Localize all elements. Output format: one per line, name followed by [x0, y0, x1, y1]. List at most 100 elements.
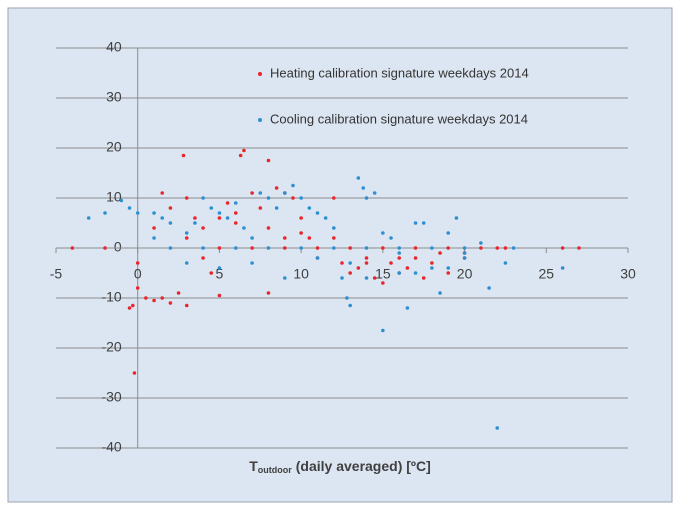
point	[462, 256, 467, 260]
point	[201, 226, 205, 230]
point	[103, 246, 107, 250]
point	[381, 281, 385, 285]
point	[201, 246, 205, 250]
point	[299, 246, 303, 250]
point	[405, 306, 410, 310]
point	[299, 216, 303, 220]
point	[479, 246, 483, 250]
point	[283, 236, 287, 240]
point	[389, 261, 393, 265]
point	[184, 261, 189, 265]
point	[127, 206, 132, 210]
point	[201, 256, 205, 260]
point	[233, 221, 238, 225]
point	[372, 276, 377, 280]
point	[307, 206, 312, 210]
point	[495, 426, 500, 430]
point	[233, 201, 238, 205]
point	[438, 291, 442, 295]
point	[503, 261, 508, 265]
point	[258, 191, 263, 195]
point	[181, 153, 186, 158]
point	[479, 241, 483, 245]
y-tick-label: 30	[106, 89, 122, 105]
point	[560, 266, 565, 270]
point	[430, 261, 434, 265]
point	[372, 191, 377, 195]
point	[176, 291, 181, 295]
point	[242, 226, 246, 230]
x-axis-label: Toutdoor (daily averaged) [ºC]	[249, 458, 431, 476]
point	[397, 271, 402, 275]
point	[193, 216, 197, 220]
point	[413, 221, 418, 225]
point	[217, 293, 222, 298]
point	[332, 236, 336, 240]
x-tick-label: 0	[134, 266, 142, 282]
point	[446, 231, 451, 235]
point	[238, 153, 243, 158]
x-tick-label: 15	[375, 266, 391, 282]
point	[160, 216, 165, 220]
point	[135, 286, 140, 290]
point	[348, 271, 352, 275]
x-tick-label: 25	[538, 266, 554, 282]
point	[86, 216, 91, 220]
point	[291, 196, 295, 200]
y-tick-label: 0	[114, 239, 122, 255]
point	[421, 276, 426, 280]
point	[560, 246, 565, 250]
legend-label: Heating calibration signature weekdays 2…	[270, 65, 529, 80]
point	[421, 221, 426, 225]
point	[168, 206, 173, 210]
point	[250, 261, 254, 265]
legend-marker	[258, 72, 262, 76]
point	[361, 186, 366, 190]
point	[315, 211, 320, 215]
point	[364, 276, 369, 280]
point	[193, 221, 197, 225]
point	[152, 236, 156, 240]
point	[119, 198, 124, 203]
point	[168, 246, 173, 250]
point	[332, 246, 336, 250]
point	[160, 191, 165, 195]
point	[283, 276, 287, 280]
x-tick-label: 10	[293, 266, 309, 282]
point	[405, 266, 410, 270]
point	[283, 246, 287, 250]
point	[168, 221, 173, 225]
point	[283, 191, 287, 195]
point	[266, 291, 271, 295]
point	[430, 246, 434, 250]
point	[389, 236, 393, 240]
point	[413, 246, 418, 250]
x-label-sub: outdoor	[258, 465, 292, 475]
point	[340, 261, 344, 265]
y-tick-label: -40	[101, 439, 121, 455]
point	[201, 196, 205, 200]
point	[364, 196, 369, 200]
point	[356, 266, 361, 270]
point	[266, 246, 271, 250]
point	[577, 246, 581, 250]
point	[511, 246, 516, 250]
point	[364, 256, 369, 260]
point	[315, 256, 320, 260]
point	[242, 148, 246, 153]
point	[152, 298, 156, 303]
point	[209, 271, 214, 275]
point	[495, 246, 500, 250]
points	[70, 148, 581, 430]
point	[266, 226, 271, 230]
point	[397, 246, 402, 250]
point	[438, 251, 442, 255]
point	[184, 196, 189, 200]
point	[250, 191, 254, 195]
point	[135, 211, 140, 215]
point	[250, 236, 254, 240]
point	[356, 176, 361, 180]
point	[168, 301, 173, 305]
point	[258, 206, 263, 210]
point	[348, 303, 352, 308]
